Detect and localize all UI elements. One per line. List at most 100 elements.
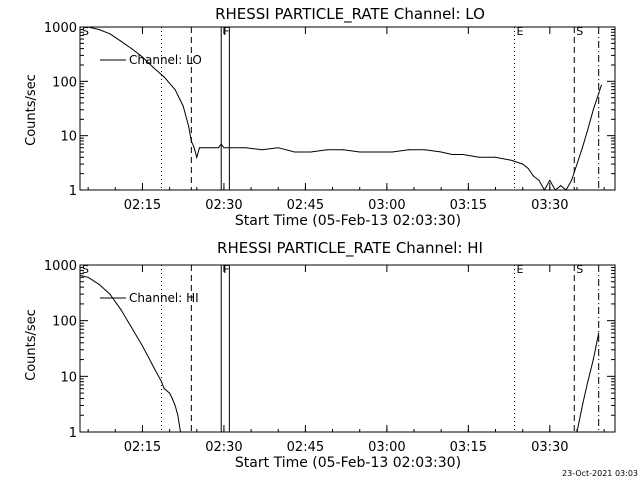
marker-label: F (223, 263, 229, 276)
data-point (554, 189, 556, 191)
data-point (87, 276, 89, 278)
data-point (277, 147, 279, 149)
marker-label: F (223, 25, 229, 38)
data-point (495, 156, 497, 158)
x-tick-label: 02:45 (287, 440, 324, 455)
data-point (98, 283, 100, 285)
data-point (245, 147, 247, 149)
x-tick-label: 03:15 (450, 440, 487, 455)
data-point (261, 149, 263, 151)
chart-panel-hi: RHESSI PARTICLE_RATE Channel: HI Start T… (24, 239, 616, 471)
data-point (220, 143, 222, 145)
data-point (549, 179, 551, 181)
series-line (576, 332, 600, 433)
x-tick-label: 03:15 (450, 198, 487, 213)
data-point (598, 92, 600, 94)
marker-label: S (576, 25, 583, 38)
data-point (462, 154, 464, 156)
data-point (177, 414, 179, 416)
data-point (120, 40, 122, 42)
data-point (478, 156, 480, 158)
legend: Channel: LO (100, 53, 202, 67)
series-lines (79, 274, 600, 433)
legend-label: Channel: HI (129, 291, 199, 305)
marker-label: E (517, 263, 524, 276)
data-point (581, 404, 583, 406)
y-tick-label: 100 (52, 75, 77, 90)
data-point (424, 149, 426, 151)
marker-label: S (82, 263, 89, 276)
data-point (326, 149, 328, 151)
x-tick-label: 02:15 (124, 198, 161, 213)
data-point (223, 147, 225, 149)
data-point (408, 149, 410, 151)
data-point (188, 125, 190, 127)
data-point (98, 28, 100, 30)
data-point (169, 392, 171, 394)
series-lines (79, 26, 602, 192)
marker-label: S (576, 263, 583, 276)
axis-ticks: 02:15 02:30 02:45 03:00 03:15 03:30 1 10 100 1000 (44, 259, 615, 455)
data-point (152, 366, 154, 368)
data-point (587, 381, 589, 383)
marker-label: S (82, 25, 89, 38)
x-tick-label: 02:30 (205, 440, 242, 455)
data-point (79, 274, 81, 276)
marker-label: E (517, 25, 524, 38)
x-tick-label: 03:00 (368, 440, 405, 455)
data-point (310, 151, 312, 153)
y-tick-label: 10 (60, 370, 77, 385)
data-point (391, 151, 393, 153)
x-axis-label: Start Time (05-Feb-13 02:03:30) (235, 213, 461, 229)
data-point (543, 189, 545, 191)
data-point (592, 359, 594, 361)
x-tick-label: 03:30 (531, 440, 568, 455)
data-point (141, 56, 143, 58)
data-point (294, 151, 296, 153)
legend: Channel: HI (100, 291, 199, 305)
data-point (527, 167, 529, 169)
data-point (174, 89, 176, 91)
data-point (174, 404, 176, 406)
data-point (592, 109, 594, 111)
data-point (576, 431, 578, 433)
y-tick-label: 1000 (44, 259, 77, 274)
axis-ticks: 02:15 02:30 02:45 03:00 03:15 03:30 1 10 100 1000 (44, 21, 615, 213)
data-point (120, 308, 122, 310)
data-point (179, 431, 181, 433)
data-point (511, 159, 513, 161)
plot-frame (79, 26, 616, 191)
y-axis-label: Counts/sec (24, 74, 39, 146)
x-tick-label: 03:00 (368, 198, 405, 213)
data-point (440, 151, 442, 153)
data-point (79, 26, 81, 28)
chart-title: RHESSI PARTICLE_RATE Channel: HI (217, 239, 483, 258)
data-point (196, 156, 198, 158)
x-tick-label: 02:15 (124, 440, 161, 455)
data-point (218, 147, 220, 149)
x-tick-label: 02:45 (287, 198, 324, 213)
x-axis-label: Start Time (05-Feb-13 02:03:30) (235, 455, 461, 471)
data-point (163, 76, 165, 78)
data-point (538, 179, 540, 181)
data-point (160, 381, 162, 383)
timestamp: 23-Oct-2021 03:03 (562, 469, 638, 478)
data-point (375, 151, 377, 153)
data-point (342, 149, 344, 151)
data-point (212, 147, 214, 149)
data-point (109, 33, 111, 35)
data-point (560, 185, 562, 187)
data-point (451, 154, 453, 156)
data-point (141, 345, 143, 347)
data-point (163, 388, 165, 390)
data-point (600, 84, 602, 86)
data-point (182, 105, 184, 107)
data-point (359, 151, 361, 153)
data-point (533, 175, 535, 177)
x-tick-label: 03:30 (531, 198, 568, 213)
data-point (87, 26, 89, 28)
data-point (193, 147, 195, 149)
